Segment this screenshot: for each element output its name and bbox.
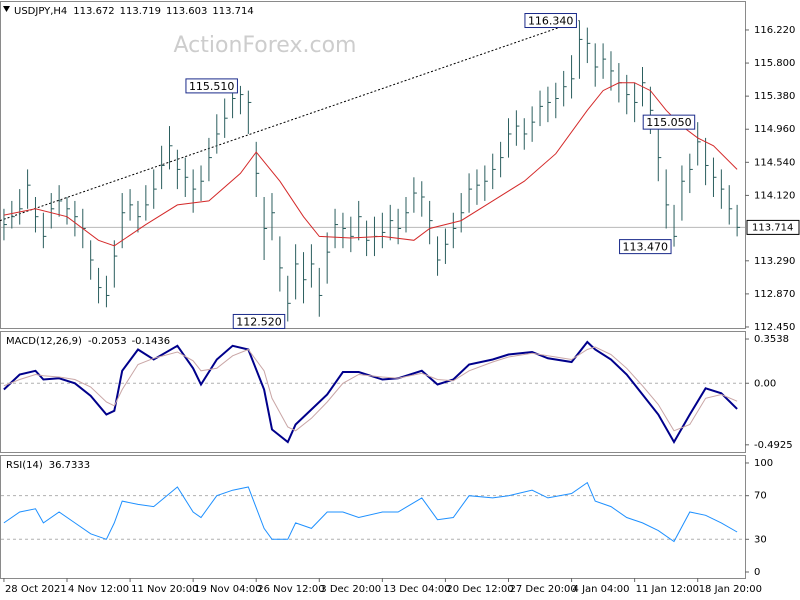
- price-panel: [0, 1, 746, 329]
- price-callout-box: [619, 239, 672, 255]
- y-tick-label: 0.00: [754, 378, 776, 389]
- y-tick-label: 70: [754, 491, 767, 502]
- last-price-box: [746, 219, 800, 235]
- panel-title: USDJPY,H4: [14, 6, 67, 17]
- x-tick-label: 28 Oct 2021: [5, 584, 67, 595]
- y-tick-label: 0: [754, 567, 760, 578]
- y-tick-label: 113.290: [754, 256, 795, 267]
- x-tick-label: 27 Dec 20:00: [509, 584, 576, 595]
- x-tick-label: 11 Nov 20:00: [131, 584, 198, 595]
- y-tick-label: -0.4925: [754, 440, 793, 451]
- readout-value: 113.672: [73, 6, 114, 17]
- indicator-line: [3, 481, 738, 543]
- y-tick-label: 114.960: [754, 124, 795, 135]
- x-tick-label: 11 Jan 12:00: [636, 584, 699, 595]
- price-callout-box: [642, 114, 696, 130]
- readout-value: -0.2053: [88, 336, 127, 347]
- macd-panel: [0, 331, 746, 453]
- y-tick-label: 100: [754, 458, 773, 469]
- indicator-line: [3, 346, 738, 432]
- last-price-label: 113.714: [752, 222, 793, 233]
- price-callout: 115.510: [189, 80, 235, 93]
- x-tick-label: 4 Jan 04:00: [573, 584, 630, 595]
- price-callout: 113.470: [623, 241, 669, 254]
- y-tick-label: 115.800: [754, 58, 795, 69]
- indicator-line: [3, 340, 738, 445]
- x-tick-label: 19 Nov 04:00: [194, 584, 261, 595]
- panel-title: MACD(12,26,9): [6, 336, 82, 347]
- y-tick-label: 116.220: [754, 25, 795, 36]
- price-callout-box: [232, 313, 286, 329]
- price-callout-box: [524, 13, 577, 29]
- y-tick-label: 0.3538: [754, 334, 789, 345]
- y-tick-label: 112.450: [754, 322, 795, 333]
- price-callout: 112.520: [236, 315, 282, 328]
- y-tick-label: 112.870: [754, 289, 795, 300]
- moving-average: [3, 82, 738, 247]
- y-tick-label: 115.380: [754, 91, 795, 102]
- x-tick-label: 4 Nov 12:00: [68, 584, 129, 595]
- x-tick-label: 26 Nov 12:00: [257, 584, 324, 595]
- readout-value: 36.7333: [49, 460, 90, 471]
- panel-title: RSI(14): [6, 460, 43, 471]
- price-callout: 116.340: [528, 15, 574, 28]
- price-callout: 115.050: [646, 116, 692, 129]
- rsi-panel: [0, 455, 746, 579]
- readout-value: 113.714: [212, 6, 253, 17]
- x-tick-label: 18 Jan 20:00: [699, 584, 762, 595]
- x-tick-label: 20 Dec 12:00: [446, 584, 513, 595]
- y-tick-label: 30: [754, 534, 767, 545]
- symbol-icon: [3, 6, 10, 12]
- readout-value: 113.719: [120, 6, 161, 17]
- y-tick-label: 114.120: [754, 190, 795, 201]
- readout-value: 113.603: [166, 6, 207, 17]
- readout-value: -0.1436: [132, 336, 171, 347]
- x-tick-label: 13 Dec 04:00: [383, 584, 450, 595]
- watermark: ActionForex.com: [174, 33, 357, 58]
- x-tick-label: 3 Dec 20:00: [320, 584, 381, 595]
- price-callout-box: [185, 78, 238, 94]
- y-tick-label: 114.540: [754, 157, 795, 168]
